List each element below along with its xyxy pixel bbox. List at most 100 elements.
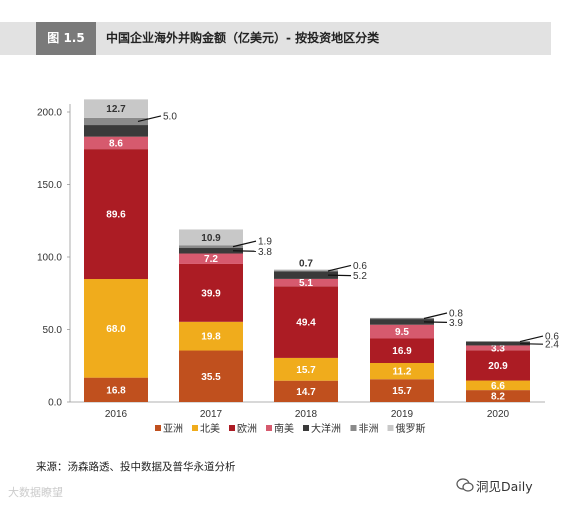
callout-label: 0.8 [449,308,463,319]
bar-segment [84,136,148,150]
data-label: 9.5 [395,327,409,338]
data-label: 68.0 [106,324,126,335]
bar-segment [466,341,530,342]
x-tick-label: 2016 [105,409,128,420]
legend-swatch [266,425,272,431]
data-label: 19.8 [201,332,221,343]
bar-segment [370,319,434,325]
legend-swatch [350,425,357,431]
data-label: 11.2 [393,367,412,378]
callout-line [232,240,257,248]
x-tick-label: 2017 [200,409,223,420]
chart-title: 中国企业海外并购金额（亿美元）- 按投资地区分类 [106,31,380,45]
x-tick-label: 2018 [295,409,318,420]
figure-label: 图 1.5 [36,22,96,55]
wechat-icon [456,478,474,492]
source-note: 来源：汤森路透、投中数据及普华永道分析 [36,461,236,473]
legend-label: 俄罗斯 [396,422,426,435]
callout-line [232,250,257,252]
legend-swatch [192,425,198,431]
bar-segment [179,253,243,264]
bar-segment [179,350,243,402]
data-label: 5.1 [299,278,313,289]
bar-segment [466,350,530,381]
data-label: 8.6 [109,138,123,149]
data-label: 49.4 [296,318,316,329]
y-tick-label: 150.0 [37,180,62,191]
bar-segment [274,271,338,279]
callout-line [519,335,544,343]
bar-segment [179,321,243,351]
data-label: 16.8 [106,385,126,396]
bar-segment [466,345,530,351]
bar-segment [84,149,148,280]
data-label: 0.7 [299,258,313,269]
bar-segment [84,377,148,402]
callout-line [519,343,544,345]
legend-label: 亚洲 [163,423,183,435]
bar-segment [466,380,530,391]
legend-label: 大洋洲 [311,422,341,435]
data-label: 8.2 [491,392,505,403]
data-label: 15.7 [392,386,412,397]
callout-label: 5.0 [163,111,177,122]
watermark-left: 大数据瞭望 [8,486,63,499]
data-label: 15.7 [296,365,316,376]
bar-segment [274,380,338,402]
bar-segment [179,263,243,322]
y-tick-label: 50.0 [43,325,63,336]
bar-segment [370,317,434,320]
data-label: 14.7 [296,387,316,398]
data-label: 39.9 [201,288,221,299]
x-tick-label: 2019 [391,409,414,420]
bar-segment [179,248,243,254]
data-label: 3.3 [491,343,505,354]
bar-segment [84,279,148,378]
bar-segment [274,270,338,272]
bar-segment [370,338,434,363]
watermark-right: 洞见Daily [476,479,533,494]
legend-label: 南美 [274,422,294,435]
legend-label: 欧洲 [237,423,257,435]
callout-label: 0.6 [353,261,367,272]
bar-segment [274,269,338,271]
callout-label: 0.6 [545,332,559,343]
bar-segment [179,245,243,249]
data-label: 12.7 [106,104,126,115]
bar-segment [370,362,434,380]
bar-segment [274,286,338,358]
bar-segment [370,324,434,339]
bar-segment [466,341,530,346]
callout-label: 3.9 [449,318,463,329]
x-tick-label: 2020 [487,409,510,420]
callout-line [137,115,162,123]
legend-swatch [155,425,161,431]
bar-segment [274,357,338,381]
legend-swatch [303,425,309,431]
data-label: 6.6 [491,381,505,392]
data-label: 16.9 [392,346,412,357]
y-tick-label: 100.0 [37,253,62,264]
bar-segment [84,117,148,126]
bar-segment [370,379,434,402]
callout-line [423,321,448,323]
callout-line [327,274,352,277]
bar-segment [84,99,148,118]
callout-line [423,312,448,320]
data-label: 35.5 [201,372,221,383]
legend-swatch [229,425,235,431]
bar-segment [274,278,338,287]
data-label: 7.2 [204,254,218,265]
bar-segment [466,390,530,402]
callout-label: 2.4 [545,340,559,351]
legend-label: 北美 [200,422,220,435]
callout-line [327,264,352,272]
data-label: 89.6 [106,210,126,221]
data-label: 20.9 [488,361,508,372]
callout-label: 1.9 [258,237,272,248]
y-tick-label: 200.0 [37,108,62,119]
callout-label: 3.8 [258,247,272,258]
bar-segment [179,229,243,246]
legend-swatch [387,425,394,431]
